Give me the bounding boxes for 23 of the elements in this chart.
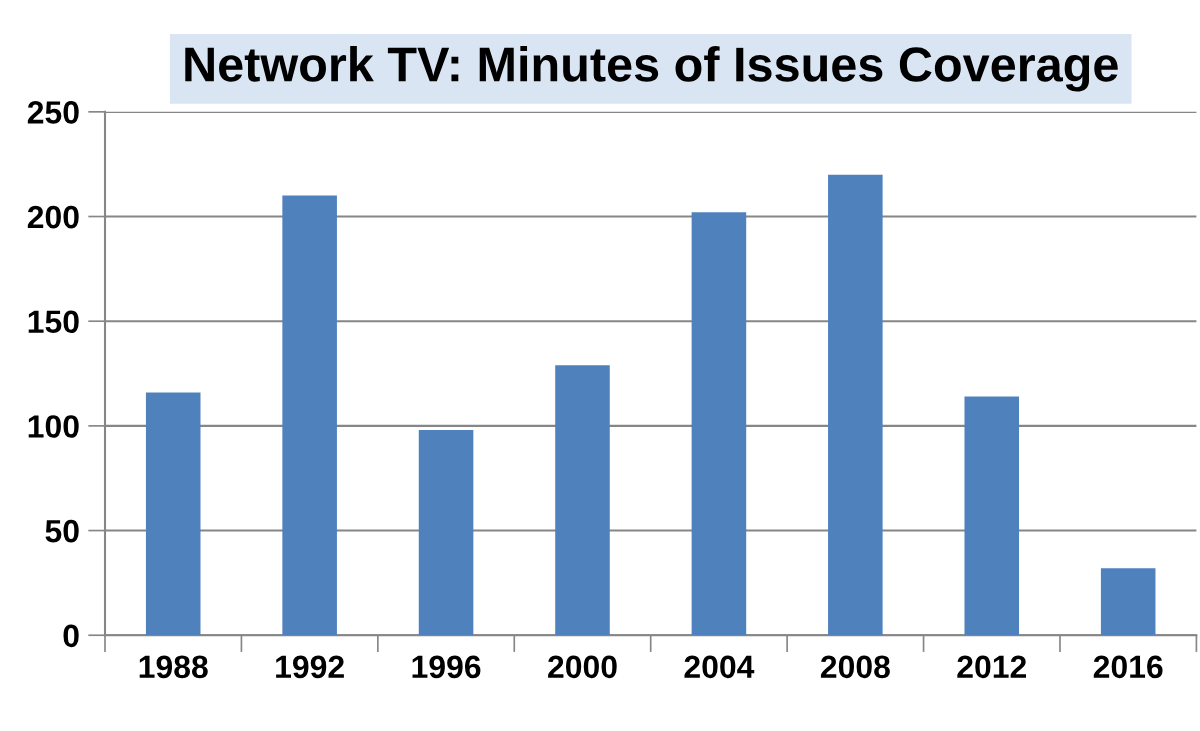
x-tick-label: 1996: [412, 655, 481, 679]
x-tick-label: 2004: [684, 655, 755, 679]
x-tick-label: 2012: [957, 655, 1027, 679]
bar: [691, 212, 747, 636]
y-tick-label: 150: [28, 310, 79, 334]
bar: [555, 365, 610, 636]
bar: [418, 430, 474, 636]
y-tick-label: 100: [28, 415, 79, 438]
bar: [282, 195, 337, 636]
x-tick-label: 2008: [820, 655, 890, 679]
y-tick-label: 0: [63, 624, 79, 648]
bar: [145, 392, 201, 636]
x-tick-label: 2016: [1093, 655, 1163, 679]
x-tick-label: 1988: [139, 655, 208, 679]
bar: [964, 396, 1020, 636]
bar: [828, 174, 883, 636]
chart-title: Network TV: Minutes of Issues Coverage: [185, 46, 1118, 92]
y-tick-label: 200: [27, 205, 79, 229]
x-tick-label: 2000: [548, 655, 617, 679]
y-tick-label: 250: [27, 101, 79, 124]
x-tick-label: 1992: [276, 655, 344, 679]
y-tick-label: 50: [45, 519, 79, 543]
bar: [1100, 568, 1156, 636]
